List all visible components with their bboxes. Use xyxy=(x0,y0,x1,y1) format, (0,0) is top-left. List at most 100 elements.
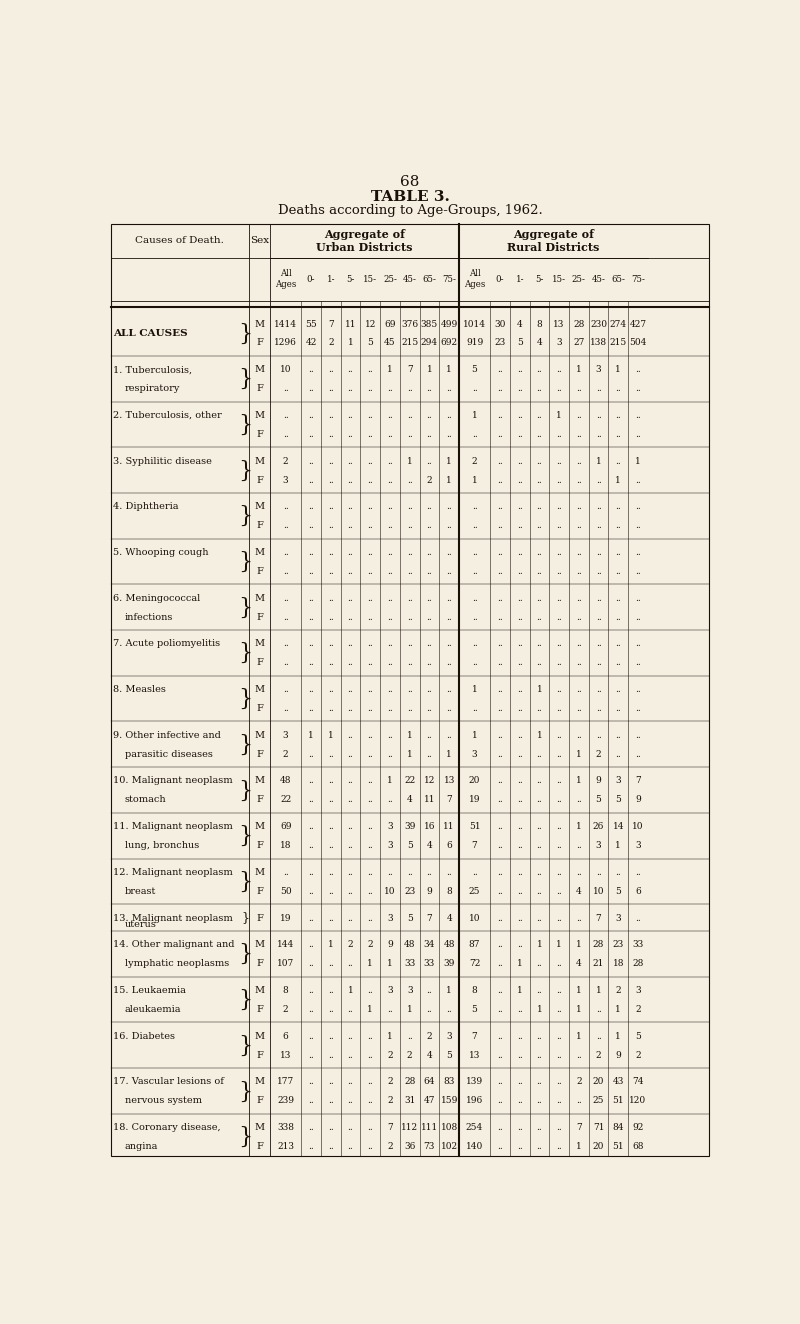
Text: 11. Malignant neoplasm: 11. Malignant neoplasm xyxy=(113,822,233,831)
Text: ..: .. xyxy=(615,639,621,649)
Text: ..: .. xyxy=(308,365,314,375)
Text: ..: .. xyxy=(328,1051,334,1059)
Text: ..: .. xyxy=(537,796,542,805)
Text: 2: 2 xyxy=(407,1051,413,1059)
Text: 69: 69 xyxy=(384,319,396,328)
Text: ..: .. xyxy=(576,658,582,667)
Text: ..: .. xyxy=(615,548,621,557)
Text: ..: .. xyxy=(367,475,373,485)
Text: ..: .. xyxy=(556,914,562,923)
Text: ..: .. xyxy=(517,1143,522,1151)
Text: 1: 1 xyxy=(517,986,522,996)
Text: ..: .. xyxy=(446,548,452,557)
Text: ..: .. xyxy=(497,796,503,805)
Text: 107: 107 xyxy=(277,959,294,968)
Text: M: M xyxy=(254,639,265,649)
Text: ..: .. xyxy=(537,613,542,621)
Text: 385: 385 xyxy=(421,319,438,328)
Text: ..: .. xyxy=(328,548,334,557)
Text: respiratory: respiratory xyxy=(125,384,180,393)
Text: 28: 28 xyxy=(573,319,585,328)
Text: ..: .. xyxy=(407,410,413,420)
Text: ..: .. xyxy=(308,887,314,896)
Text: }: } xyxy=(238,597,253,618)
Text: 68: 68 xyxy=(400,175,420,189)
Text: ..: .. xyxy=(308,384,314,393)
Text: ..: .. xyxy=(517,1051,522,1059)
Text: ..: .. xyxy=(367,410,373,420)
Text: 20: 20 xyxy=(593,1143,604,1151)
Text: ..: .. xyxy=(308,548,314,557)
Text: M: M xyxy=(254,1123,265,1132)
Text: ..: .. xyxy=(308,658,314,667)
Text: 27: 27 xyxy=(573,339,585,347)
Text: ..: .. xyxy=(615,704,621,712)
Text: 1: 1 xyxy=(407,731,413,740)
Text: ..: .. xyxy=(576,613,582,621)
Text: 2: 2 xyxy=(367,940,373,949)
Text: ..: .. xyxy=(537,1078,542,1087)
Text: 7: 7 xyxy=(576,1123,582,1132)
Text: ..: .. xyxy=(426,704,432,712)
Text: ..: .. xyxy=(472,384,478,393)
Text: 25-: 25- xyxy=(572,274,586,283)
Text: 2: 2 xyxy=(348,940,354,949)
Text: ..: .. xyxy=(387,685,393,694)
Text: ..: .. xyxy=(596,658,602,667)
Text: ..: .. xyxy=(308,685,314,694)
Text: ..: .. xyxy=(328,986,334,996)
Text: ..: .. xyxy=(367,731,373,740)
Text: ..: .. xyxy=(635,567,641,576)
Text: ..: .. xyxy=(556,567,562,576)
Text: ..: .. xyxy=(537,410,542,420)
Text: 12: 12 xyxy=(424,776,435,785)
Text: ..: .. xyxy=(556,430,562,438)
Text: ..: .. xyxy=(537,1031,542,1041)
Text: ..: .. xyxy=(426,430,432,438)
Text: 5: 5 xyxy=(472,1005,478,1014)
Text: ..: .. xyxy=(537,887,542,896)
Text: 11: 11 xyxy=(345,319,356,328)
Text: ..: .. xyxy=(283,593,289,602)
Text: 120: 120 xyxy=(630,1096,646,1106)
Text: 3: 3 xyxy=(387,986,393,996)
Text: ..: .. xyxy=(407,658,413,667)
Text: 9: 9 xyxy=(635,796,641,805)
Text: ..: .. xyxy=(537,567,542,576)
Text: 376: 376 xyxy=(401,319,418,328)
Text: ..: .. xyxy=(497,639,503,649)
Text: 3: 3 xyxy=(596,365,602,375)
Text: ..: .. xyxy=(556,867,562,876)
Text: ..: .. xyxy=(635,593,641,602)
Text: ..: .. xyxy=(328,867,334,876)
Text: 36: 36 xyxy=(404,1143,415,1151)
Text: ..: .. xyxy=(497,986,503,996)
Text: ..: .. xyxy=(472,548,478,557)
Text: ..: .. xyxy=(615,522,621,530)
Text: ..: .. xyxy=(537,749,542,759)
Text: ..: .. xyxy=(426,613,432,621)
Text: 213: 213 xyxy=(277,1143,294,1151)
Text: ..: .. xyxy=(537,776,542,785)
Text: ..: .. xyxy=(426,457,432,466)
Text: lung, bronchus: lung, bronchus xyxy=(125,841,199,850)
Text: ..: .. xyxy=(367,986,373,996)
Text: ..: .. xyxy=(328,639,334,649)
Text: 3: 3 xyxy=(407,986,413,996)
Text: 87: 87 xyxy=(469,940,480,949)
Text: ..: .. xyxy=(497,658,503,667)
Text: ..: .. xyxy=(308,776,314,785)
Text: ..: .. xyxy=(556,1005,562,1014)
Text: ..: .. xyxy=(615,749,621,759)
Text: ..: .. xyxy=(556,749,562,759)
Text: 1414: 1414 xyxy=(274,319,297,328)
Text: ..: .. xyxy=(387,867,393,876)
Text: ..: .. xyxy=(328,1123,334,1132)
Text: ..: .. xyxy=(308,914,314,923)
Text: M: M xyxy=(254,986,265,996)
Text: ..: .. xyxy=(517,704,522,712)
Text: F: F xyxy=(256,658,263,667)
Text: 15-: 15- xyxy=(363,274,378,283)
Text: ..: .. xyxy=(537,986,542,996)
Text: ..: .. xyxy=(615,593,621,602)
